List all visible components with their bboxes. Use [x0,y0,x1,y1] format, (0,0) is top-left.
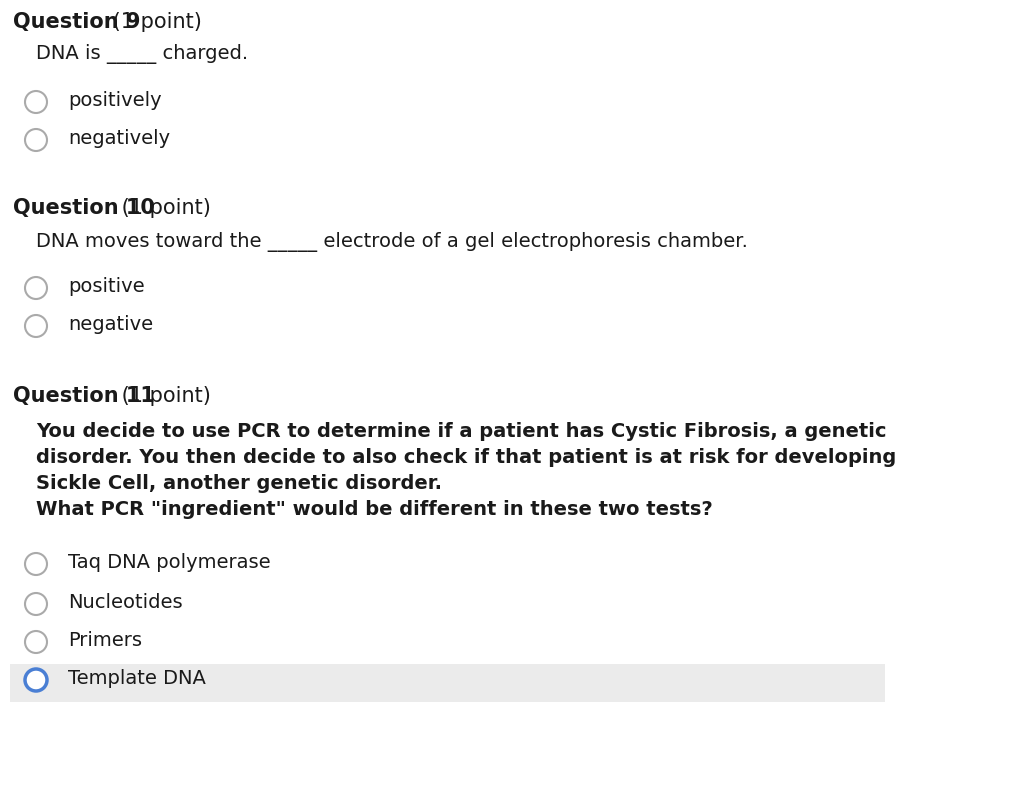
Text: Question 11: Question 11 [13,386,155,406]
Text: DNA moves toward the _____ electrode of a gel electrophoresis chamber.: DNA moves toward the _____ electrode of … [36,232,748,252]
Text: DNA is _____ charged.: DNA is _____ charged. [36,44,248,64]
Text: disorder. You then decide to also check if that patient is at risk for developin: disorder. You then decide to also check … [36,448,896,467]
Text: Question 9: Question 9 [13,12,140,32]
Text: Sickle Cell, another genetic disorder.: Sickle Cell, another genetic disorder. [36,474,442,493]
Text: You decide to use PCR to determine if a patient has Cystic Fibrosis, a genetic: You decide to use PCR to determine if a … [36,422,887,441]
Circle shape [25,129,47,151]
Circle shape [25,669,47,691]
Text: (1 point): (1 point) [116,386,211,406]
Circle shape [25,315,47,337]
Text: (1 point): (1 point) [106,12,202,32]
Circle shape [25,277,47,299]
Text: Nucleotides: Nucleotides [68,593,182,612]
Text: negative: negative [68,315,154,334]
Circle shape [25,631,47,653]
Text: Question 10: Question 10 [13,198,155,218]
Text: Primers: Primers [68,631,142,650]
Circle shape [25,553,47,575]
Text: What PCR "ingredient" would be different in these two tests?: What PCR "ingredient" would be different… [36,500,713,519]
Text: (1 point): (1 point) [116,198,211,218]
FancyBboxPatch shape [10,664,885,702]
Circle shape [25,91,47,113]
Text: Taq DNA polymerase: Taq DNA polymerase [68,553,270,572]
Circle shape [25,593,47,615]
Text: Template DNA: Template DNA [68,669,206,688]
Text: positive: positive [68,277,144,296]
Text: negatively: negatively [68,129,170,148]
Text: positively: positively [68,91,162,110]
